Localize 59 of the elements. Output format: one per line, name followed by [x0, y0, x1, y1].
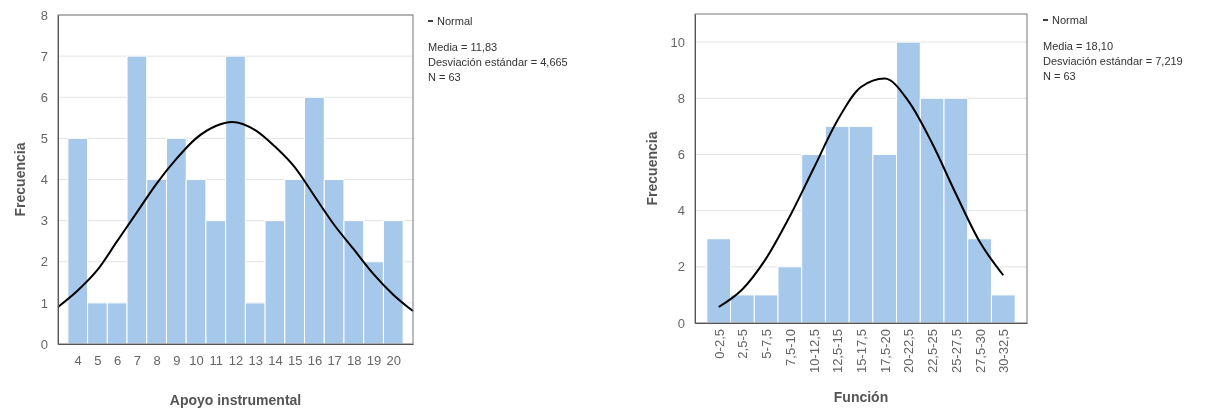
y-tick-label: 6 — [40, 89, 48, 105]
line-series — [717, 77, 1005, 308]
y-tick-label: 7 — [40, 48, 48, 64]
x-tick-label: 10 — [189, 353, 204, 369]
x-axis-title: Función — [833, 389, 889, 405]
x-tick-label: 5-7,5 — [759, 329, 775, 359]
y-tick-label: 8 — [40, 7, 48, 23]
text: Media = 11,83 — [428, 40, 498, 53]
x-tick-label: 17,5-20 — [877, 329, 893, 374]
x-tick-label: 0-2,5 — [711, 329, 727, 359]
x-axis-title: Apoyo instrumental — [169, 392, 302, 408]
y-axis-title: Frecuencia — [11, 142, 28, 217]
y-tick-label: 8 — [677, 90, 685, 106]
x-tick-label: 7 — [133, 353, 142, 369]
x-tick-label: 5 — [94, 353, 102, 369]
x-tick-label: 25-27,5 — [948, 329, 964, 374]
x-tick-label: 6 — [114, 353, 122, 369]
text: Desviación estándar = 4,665 — [428, 55, 568, 68]
x-tick-label: 18 — [347, 353, 362, 369]
x-tick-label: 7,5-10 — [782, 329, 798, 366]
x-tick-label: 12 — [228, 353, 244, 369]
x-tick-label: 20 — [386, 353, 402, 369]
x-tick-label: 17 — [327, 353, 342, 369]
x-tick-label: 2,5-5 — [735, 329, 751, 359]
y-tick-label: 2 — [40, 254, 48, 270]
x-tick-label: 4 — [74, 353, 82, 369]
legend-label: Normal — [437, 14, 473, 27]
x-tick-label: 20-22,5 — [901, 329, 917, 374]
x-tick-label: 15-17,5 — [854, 329, 870, 374]
x-tick-label: 9 — [173, 353, 181, 369]
legend-label: Normal — [1052, 13, 1088, 26]
x-tick-label: 13 — [248, 353, 263, 369]
y-tick-label: 4 — [40, 172, 48, 188]
x-tick-label: 14 — [268, 353, 283, 369]
text: N = 63 — [428, 70, 461, 83]
y-tick-label: 4 — [677, 203, 685, 219]
y-tick-label: 2 — [677, 259, 685, 275]
text: N = 63 — [1043, 69, 1076, 82]
x-tick-label: 19 — [366, 353, 382, 369]
line-series — [57, 120, 414, 313]
y-tick-label: 10 — [670, 34, 685, 50]
y-tick-label: 0 — [677, 315, 685, 331]
x-tick-label: 10-12,5 — [806, 329, 822, 374]
x-tick-label: 12,5-15 — [830, 329, 846, 374]
x-tick-label: 11 — [209, 353, 224, 369]
y-tick-label: 0 — [40, 336, 48, 352]
y-tick-label: 1 — [40, 295, 48, 311]
x-tick-label: 30-32,5 — [996, 329, 1012, 374]
y-tick-label: 6 — [677, 147, 685, 163]
x-tick-label: 27,5-30 — [972, 329, 988, 374]
x-tick-label: 8 — [153, 353, 161, 369]
y-axis-title: Frecuencia — [643, 131, 660, 206]
text: Media = 18,10 — [1043, 39, 1114, 52]
x-tick-label: 22,5-25 — [925, 329, 941, 374]
y-tick-label: 5 — [40, 131, 48, 147]
x-tick-label: 16 — [307, 353, 323, 369]
x-tick-label: 15 — [287, 353, 303, 369]
text: Desviación estándar = 7,219 — [1043, 54, 1183, 67]
y-tick-label: 3 — [40, 213, 48, 229]
